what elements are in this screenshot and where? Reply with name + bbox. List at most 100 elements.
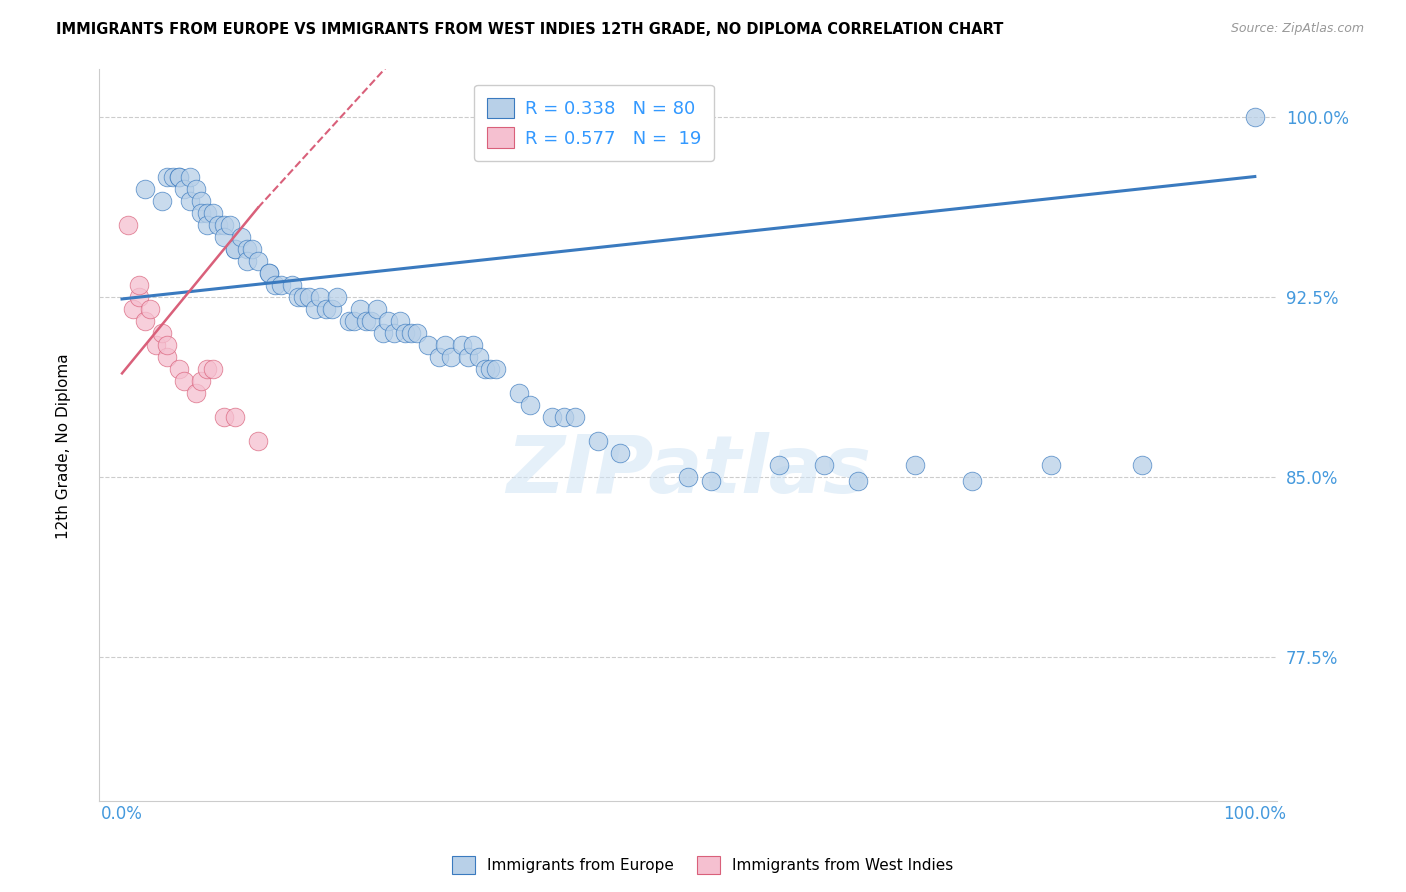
Point <box>349 301 371 316</box>
Point <box>240 242 263 256</box>
Point <box>609 445 631 459</box>
Point <box>224 242 246 256</box>
Point <box>382 326 405 340</box>
Point <box>179 194 201 208</box>
Point <box>134 181 156 195</box>
Point <box>586 434 609 448</box>
Point <box>212 229 235 244</box>
Point <box>246 434 269 448</box>
Point <box>229 229 252 244</box>
Point <box>846 475 869 489</box>
Point <box>195 205 218 219</box>
Point <box>416 337 439 351</box>
Point <box>553 409 575 424</box>
Point <box>541 409 564 424</box>
Point <box>207 218 229 232</box>
Legend: R = 0.338   N = 80, R = 0.577   N =  19: R = 0.338 N = 80, R = 0.577 N = 19 <box>474 85 714 161</box>
Point <box>1130 458 1153 472</box>
Point <box>292 289 315 303</box>
Point <box>309 289 332 303</box>
Point <box>190 374 212 388</box>
Point <box>224 242 246 256</box>
Point <box>156 169 179 184</box>
Point <box>195 361 218 376</box>
Point <box>564 409 586 424</box>
Legend: Immigrants from Europe, Immigrants from West Indies: Immigrants from Europe, Immigrants from … <box>446 850 960 880</box>
Point <box>134 313 156 327</box>
Point <box>235 253 257 268</box>
Text: IMMIGRANTS FROM EUROPE VS IMMIGRANTS FROM WEST INDIES 12TH GRADE, NO DIPLOMA COR: IMMIGRANTS FROM EUROPE VS IMMIGRANTS FRO… <box>56 22 1004 37</box>
Point <box>235 242 257 256</box>
Point <box>354 313 377 327</box>
Point <box>150 194 173 208</box>
Point <box>405 326 427 340</box>
Point <box>457 350 479 364</box>
Point <box>450 337 472 351</box>
Point <box>184 385 207 400</box>
Point <box>167 361 190 376</box>
Point <box>128 277 150 292</box>
Point <box>167 169 190 184</box>
Text: Source: ZipAtlas.com: Source: ZipAtlas.com <box>1230 22 1364 36</box>
Point <box>128 289 150 303</box>
Point <box>439 350 461 364</box>
Point <box>212 409 235 424</box>
Point <box>508 385 530 400</box>
Point <box>264 277 287 292</box>
Point <box>173 181 195 195</box>
Point <box>377 313 399 327</box>
Point <box>190 205 212 219</box>
Point <box>485 361 508 376</box>
Point <box>156 337 179 351</box>
Point <box>218 218 240 232</box>
Point <box>904 458 927 472</box>
Point <box>326 289 349 303</box>
Point <box>700 475 723 489</box>
Point <box>246 253 269 268</box>
Point <box>399 326 422 340</box>
Point <box>270 277 292 292</box>
Point <box>201 361 224 376</box>
Point <box>768 458 790 472</box>
Point <box>1243 110 1265 124</box>
Point <box>117 218 139 232</box>
Point <box>519 398 541 412</box>
Text: ZIPatlas: ZIPatlas <box>506 433 870 510</box>
Point <box>224 409 246 424</box>
Point <box>678 469 700 483</box>
Point <box>813 458 835 472</box>
Point <box>337 313 360 327</box>
Point <box>259 266 281 280</box>
Point <box>960 475 983 489</box>
Point <box>315 301 337 316</box>
Point <box>139 301 162 316</box>
Point <box>479 361 502 376</box>
Point <box>394 326 416 340</box>
Point <box>388 313 411 327</box>
Point <box>162 169 184 184</box>
Point <box>259 266 281 280</box>
Point <box>343 313 366 327</box>
Point <box>150 326 173 340</box>
Point <box>474 361 496 376</box>
Point <box>167 169 190 184</box>
Point <box>156 350 179 364</box>
Point <box>321 301 343 316</box>
Point <box>281 277 304 292</box>
Point <box>366 301 388 316</box>
Point <box>1039 458 1062 472</box>
Point <box>145 337 167 351</box>
Point <box>190 194 212 208</box>
Point <box>287 289 309 303</box>
Point <box>184 181 207 195</box>
Point <box>433 337 456 351</box>
Point <box>195 218 218 232</box>
Point <box>360 313 382 327</box>
Point <box>201 205 224 219</box>
Point <box>173 374 195 388</box>
Point <box>122 301 145 316</box>
Point <box>463 337 485 351</box>
Point <box>212 218 235 232</box>
Point <box>304 301 326 316</box>
Text: 12th Grade, No Diploma: 12th Grade, No Diploma <box>56 353 70 539</box>
